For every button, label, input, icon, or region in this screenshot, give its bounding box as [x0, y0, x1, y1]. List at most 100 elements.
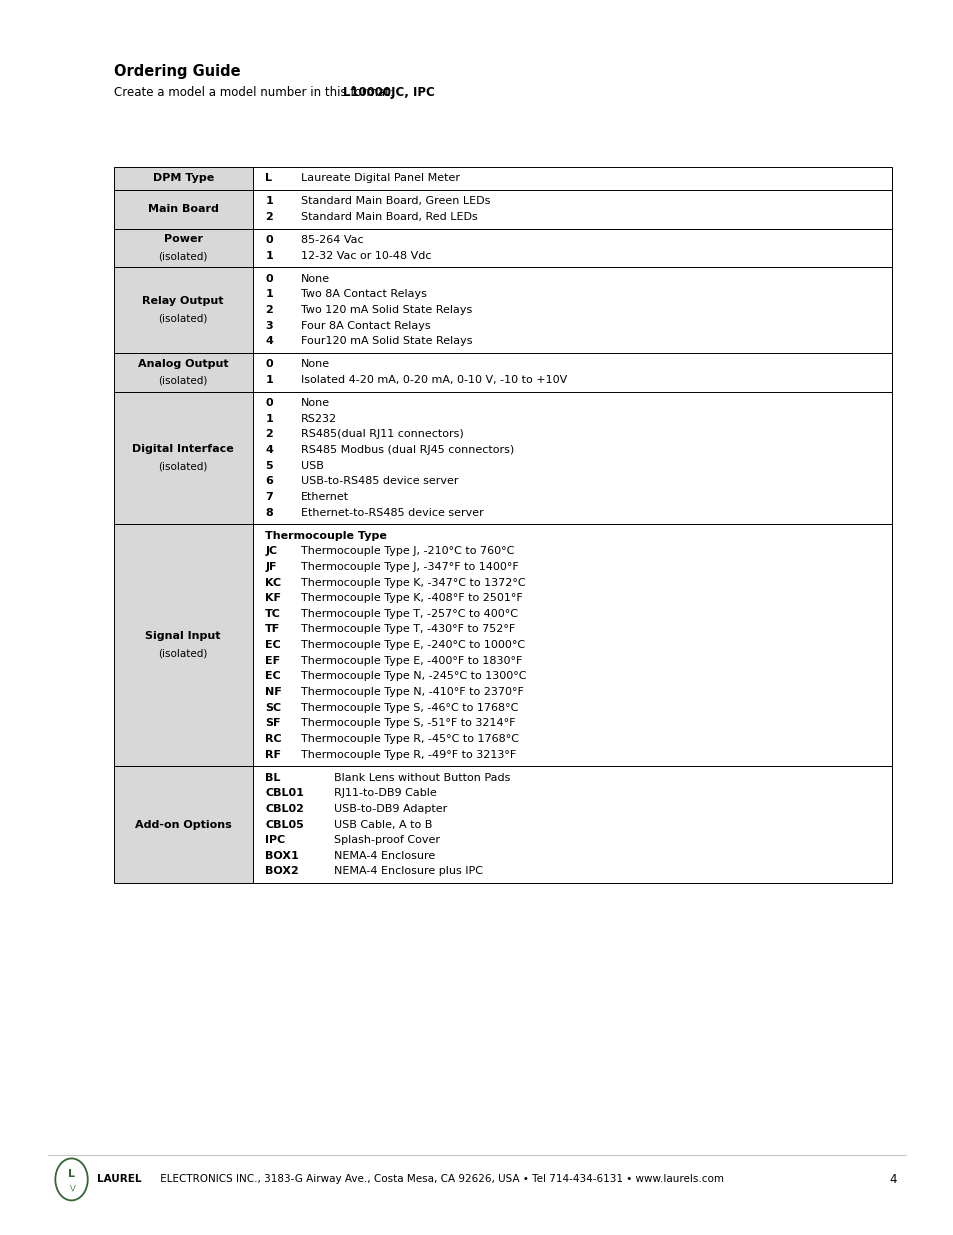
- Text: ⋁: ⋁: [69, 1184, 74, 1192]
- Text: JC: JC: [265, 546, 277, 556]
- Text: Thermocouple Type T, -257°C to 400°C: Thermocouple Type T, -257°C to 400°C: [300, 609, 517, 619]
- Text: CBL02: CBL02: [265, 804, 304, 814]
- Text: CBL05: CBL05: [265, 820, 304, 830]
- Text: Two 120 mA Solid State Relays: Two 120 mA Solid State Relays: [300, 305, 472, 315]
- Text: 85-264 Vac: 85-264 Vac: [300, 235, 363, 245]
- Text: Thermocouple Type S, -46°C to 1768°C: Thermocouple Type S, -46°C to 1768°C: [300, 703, 517, 713]
- Text: 1: 1: [265, 196, 273, 206]
- Text: USB-to-DB9 Adapter: USB-to-DB9 Adapter: [334, 804, 447, 814]
- Text: Four 8A Contact Relays: Four 8A Contact Relays: [300, 321, 430, 331]
- Text: NEMA-4 Enclosure: NEMA-4 Enclosure: [334, 851, 435, 861]
- Text: USB Cable, A to B: USB Cable, A to B: [334, 820, 432, 830]
- Text: L: L: [68, 1170, 75, 1179]
- Text: DPM Type: DPM Type: [152, 173, 213, 183]
- Bar: [114, 524, 253, 766]
- Text: Thermocouple Type E, -240°C to 1000°C: Thermocouple Type E, -240°C to 1000°C: [300, 640, 524, 650]
- Bar: [114, 228, 253, 267]
- Text: 8: 8: [265, 508, 273, 517]
- Text: Laureate Digital Panel Meter: Laureate Digital Panel Meter: [300, 173, 459, 183]
- Text: Relay Output: Relay Output: [142, 296, 224, 306]
- Text: Thermocouple Type J, -210°C to 760°C: Thermocouple Type J, -210°C to 760°C: [300, 546, 514, 556]
- Text: USB: USB: [300, 461, 323, 471]
- Text: Thermocouple Type: Thermocouple Type: [265, 531, 387, 541]
- Text: Thermocouple Type R, -49°F to 3213°F: Thermocouple Type R, -49°F to 3213°F: [300, 750, 516, 760]
- Text: 0: 0: [265, 398, 273, 408]
- Text: None: None: [300, 274, 330, 284]
- Text: Isolated 4-20 mA, 0-20 mA, 0-10 V, -10 to +10V: Isolated 4-20 mA, 0-20 mA, 0-10 V, -10 t…: [300, 375, 566, 385]
- Text: 4: 4: [888, 1173, 896, 1186]
- Text: Standard Main Board, Green LEDs: Standard Main Board, Green LEDs: [300, 196, 490, 206]
- Text: 1: 1: [265, 414, 273, 424]
- Text: 0: 0: [265, 274, 273, 284]
- Text: Thermocouple Type E, -400°F to 1830°F: Thermocouple Type E, -400°F to 1830°F: [300, 656, 521, 666]
- Text: 3: 3: [265, 321, 273, 331]
- Text: RF: RF: [265, 750, 281, 760]
- Text: Thermocouple Type T, -430°F to 752°F: Thermocouple Type T, -430°F to 752°F: [300, 625, 515, 635]
- Text: Ethernet-to-RS485 device server: Ethernet-to-RS485 device server: [300, 508, 483, 517]
- Text: NEMA-4 Enclosure plus IPC: NEMA-4 Enclosure plus IPC: [334, 867, 482, 877]
- Text: 0: 0: [265, 235, 273, 245]
- Text: (isolated): (isolated): [158, 648, 208, 658]
- Bar: [255, 353, 891, 391]
- Text: RC: RC: [265, 734, 281, 743]
- Text: TC: TC: [265, 609, 281, 619]
- Text: None: None: [300, 398, 330, 408]
- Text: BL: BL: [265, 773, 280, 783]
- Text: RJ11-to-DB9 Cable: RJ11-to-DB9 Cable: [334, 788, 436, 798]
- Text: Thermocouple Type J, -347°F to 1400°F: Thermocouple Type J, -347°F to 1400°F: [300, 562, 517, 572]
- Bar: [255, 190, 891, 228]
- Text: BOX1: BOX1: [265, 851, 298, 861]
- Text: 4: 4: [265, 445, 273, 454]
- Text: Blank Lens without Button Pads: Blank Lens without Button Pads: [334, 773, 510, 783]
- Bar: [114, 167, 891, 883]
- Text: L10000JC, IPC: L10000JC, IPC: [342, 86, 434, 100]
- Text: None: None: [300, 359, 330, 369]
- Text: Thermocouple Type S, -51°F to 3214°F: Thermocouple Type S, -51°F to 3214°F: [300, 719, 515, 729]
- Text: 1: 1: [265, 375, 273, 385]
- Text: ELECTRONICS INC., 3183-G Airway Ave., Costa Mesa, CA 92626, USA • Tel 714-434-61: ELECTRONICS INC., 3183-G Airway Ave., Co…: [157, 1174, 723, 1184]
- Text: Digital Interface: Digital Interface: [132, 445, 233, 454]
- Text: Add-on Options: Add-on Options: [134, 820, 232, 830]
- Text: SC: SC: [265, 703, 281, 713]
- Text: RS485(dual RJ11 connectors): RS485(dual RJ11 connectors): [300, 430, 463, 440]
- Text: 5: 5: [265, 461, 273, 471]
- Text: LAUREL: LAUREL: [97, 1174, 142, 1184]
- Text: Thermocouple Type R, -45°C to 1768°C: Thermocouple Type R, -45°C to 1768°C: [300, 734, 518, 743]
- Text: 6: 6: [265, 477, 273, 487]
- Text: 1: 1: [265, 289, 273, 299]
- Text: 4: 4: [265, 336, 273, 346]
- Bar: [255, 267, 891, 353]
- Text: Standard Main Board, Red LEDs: Standard Main Board, Red LEDs: [300, 212, 476, 222]
- Text: 0: 0: [265, 359, 273, 369]
- Bar: [114, 353, 253, 391]
- Bar: [114, 766, 253, 883]
- Bar: [255, 228, 891, 267]
- Text: (isolated): (isolated): [158, 252, 208, 262]
- Text: Splash-proof Cover: Splash-proof Cover: [334, 835, 439, 845]
- Text: Create a model a model number in this format:: Create a model a model number in this fo…: [114, 86, 397, 100]
- Text: JF: JF: [265, 562, 276, 572]
- Text: SF: SF: [265, 719, 280, 729]
- Text: TF: TF: [265, 625, 280, 635]
- Bar: [255, 167, 891, 190]
- Text: KC: KC: [265, 578, 281, 588]
- Text: 1: 1: [265, 251, 273, 261]
- Bar: [114, 267, 253, 353]
- Text: RS485 Modbus (dual RJ45 connectors): RS485 Modbus (dual RJ45 connectors): [300, 445, 514, 454]
- Text: USB-to-RS485 device server: USB-to-RS485 device server: [300, 477, 457, 487]
- Bar: [255, 391, 891, 524]
- Text: Four120 mA Solid State Relays: Four120 mA Solid State Relays: [300, 336, 472, 346]
- Text: Thermocouple Type K, -347°C to 1372°C: Thermocouple Type K, -347°C to 1372°C: [300, 578, 524, 588]
- Text: Thermocouple Type K, -408°F to 2501°F: Thermocouple Type K, -408°F to 2501°F: [300, 593, 521, 603]
- Text: Two 8A Contact Relays: Two 8A Contact Relays: [300, 289, 426, 299]
- Text: Thermocouple Type N, -410°F to 2370°F: Thermocouple Type N, -410°F to 2370°F: [300, 687, 523, 697]
- Text: Ethernet: Ethernet: [300, 492, 348, 501]
- Text: 2: 2: [265, 212, 273, 222]
- Text: Main Board: Main Board: [148, 204, 218, 214]
- Text: Analog Output: Analog Output: [138, 358, 228, 368]
- Bar: [255, 524, 891, 766]
- Text: 2: 2: [265, 430, 273, 440]
- Bar: [255, 766, 891, 883]
- Text: EC: EC: [265, 672, 281, 682]
- Text: Signal Input: Signal Input: [145, 631, 221, 641]
